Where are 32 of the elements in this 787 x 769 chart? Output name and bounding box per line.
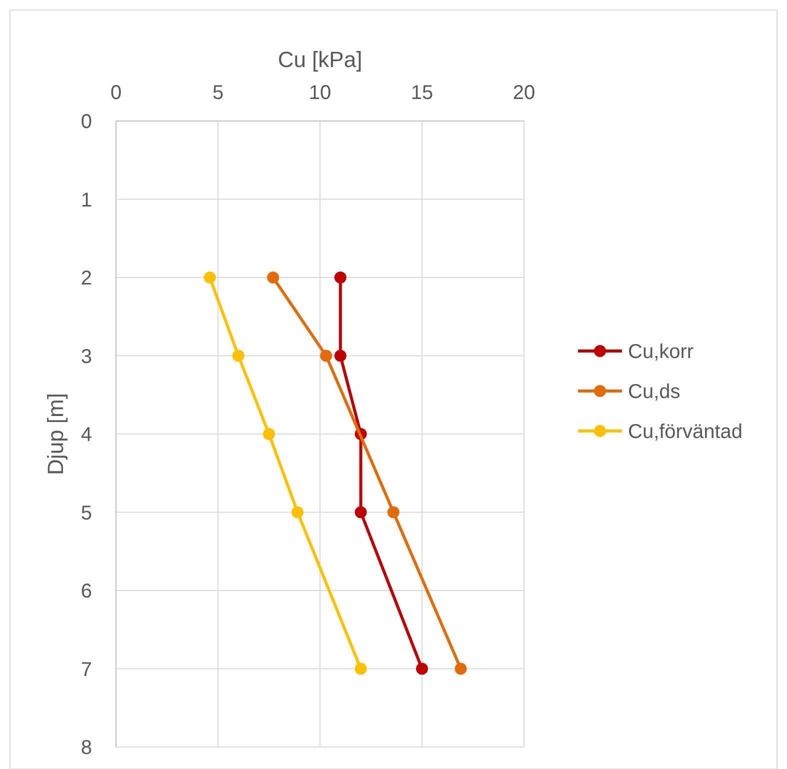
point bbox=[263, 428, 275, 440]
y-tick-label: 7 bbox=[80, 658, 92, 681]
y-tick-label: 8 bbox=[80, 737, 92, 759]
point bbox=[387, 506, 400, 518]
y-tick-label: 6 bbox=[80, 580, 92, 602]
point bbox=[354, 506, 367, 518]
y-tick-label: 3 bbox=[80, 346, 92, 368]
point bbox=[354, 662, 367, 675]
x-tick-label: 15 bbox=[410, 82, 434, 104]
x-tick-label: 0 bbox=[110, 82, 122, 104]
point bbox=[334, 272, 346, 284]
legend-label: Cu,korr bbox=[628, 341, 694, 363]
y-tick-label: 2 bbox=[80, 268, 92, 290]
x-tick-label: 20 bbox=[512, 82, 536, 104]
x-tick-label: 10 bbox=[308, 82, 332, 104]
point bbox=[292, 506, 304, 518]
y-tick-label: 4 bbox=[80, 424, 92, 446]
y-tick-label: 0 bbox=[80, 111, 92, 133]
point bbox=[267, 272, 280, 284]
point bbox=[454, 662, 467, 675]
legend-label: Cu,förväntad bbox=[628, 421, 743, 443]
point bbox=[204, 272, 216, 284]
y-tick-label: 5 bbox=[80, 502, 92, 524]
point bbox=[320, 350, 332, 362]
point bbox=[232, 350, 244, 362]
y-tick-label: 1 bbox=[80, 189, 92, 212]
legend-label: Cu,ds bbox=[628, 381, 680, 403]
x-axis-title: Cu [kPa] bbox=[278, 47, 362, 72]
y-axis-title: Djup [m] bbox=[43, 393, 68, 475]
point bbox=[334, 350, 346, 362]
point bbox=[416, 662, 428, 675]
x-tick-label: 5 bbox=[212, 82, 224, 104]
